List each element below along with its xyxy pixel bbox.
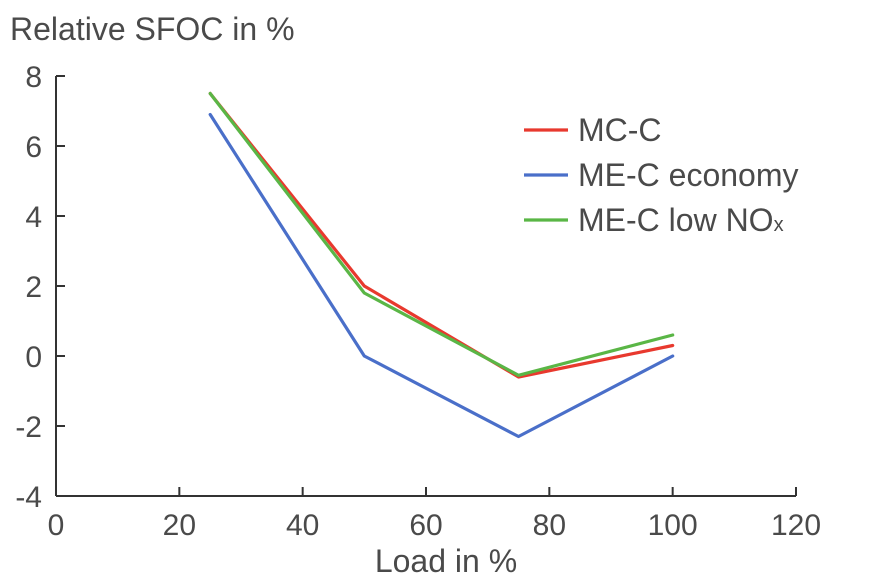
y-tick-label: 8 — [25, 61, 42, 94]
y-tick-label: 2 — [25, 271, 42, 304]
legend-label: ME-C low NOx — [578, 202, 784, 238]
y-axis-title: Relative SFOC in % — [10, 11, 295, 47]
x-ticks: 0 20 40 60 80 100 120 — [48, 487, 821, 542]
y-tick-label: -2 — [15, 411, 42, 444]
y-tick-label: 6 — [25, 131, 42, 164]
x-tick-label: 0 — [48, 509, 65, 542]
series-line — [208, 112, 675, 439]
x-tick-label: 100 — [648, 509, 698, 542]
x-tick-label: 20 — [163, 509, 196, 542]
x-axis-title: Load in % — [375, 543, 517, 578]
y-tick-label: 0 — [25, 341, 42, 374]
series-line — [208, 91, 675, 377]
y-tick-label: -4 — [15, 481, 42, 514]
legend-label: ME-C economy — [578, 157, 799, 193]
legend: MC-C ME-C economy ME-C low NOx — [524, 112, 799, 238]
x-tick-label: 60 — [409, 509, 442, 542]
x-tick-label: 80 — [533, 509, 566, 542]
y-tick-label: 4 — [25, 201, 42, 234]
series-lines — [208, 91, 675, 439]
x-tick-label: 120 — [771, 509, 821, 542]
y-ticks: -4 -2 0 2 4 6 8 — [15, 61, 65, 514]
series-line — [208, 91, 675, 379]
x-tick-label: 40 — [286, 509, 319, 542]
legend-label: MC-C — [578, 112, 662, 148]
